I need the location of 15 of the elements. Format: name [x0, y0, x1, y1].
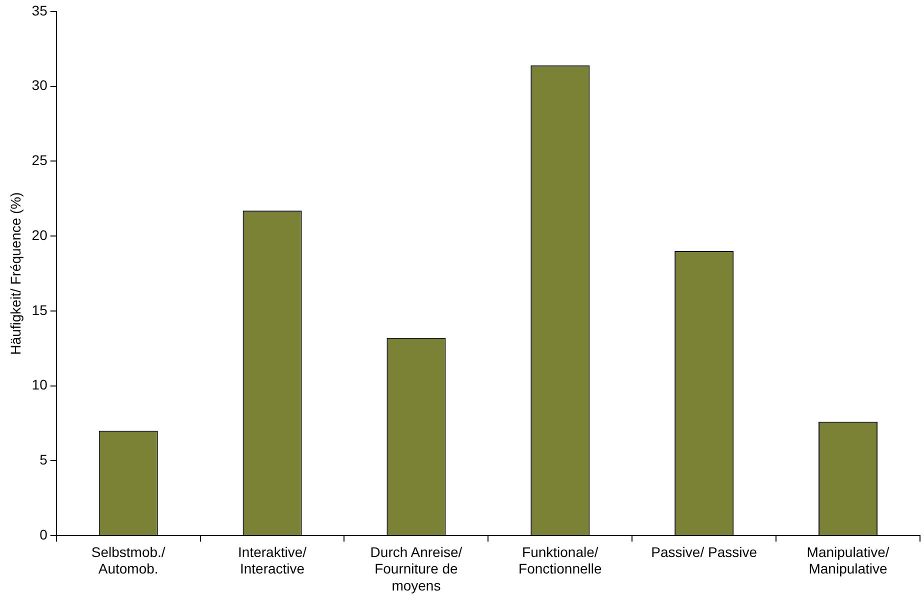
y-axis-title: Häufigkeit/ Fréquence (%): [7, 192, 24, 355]
x-tick-label: Passive/ Passive: [651, 544, 758, 560]
y-tick-label: 5: [40, 452, 48, 468]
x-tick-label: Interaktive/ Interactive: [238, 544, 307, 577]
x-tick-label: Selbstmob./ Automob.: [91, 544, 166, 577]
y-tick-label: 15: [32, 302, 48, 318]
y-tick-label: 20: [32, 226, 48, 243]
x-tick-label: Manipulative/ Manipulative: [806, 544, 890, 577]
x-tick-label: Durch Anreise/ Fourniture de moyens: [370, 544, 462, 594]
y-tick-label: 10: [32, 376, 48, 393]
y-tick-label: 25: [32, 152, 48, 168]
y-tick-label: 35: [32, 2, 48, 18]
y-tick-label: 30: [32, 77, 48, 94]
y-tick-label: 0: [40, 526, 48, 542]
x-tick-label: Funktionale/ Fonctionnelle: [518, 544, 602, 577]
